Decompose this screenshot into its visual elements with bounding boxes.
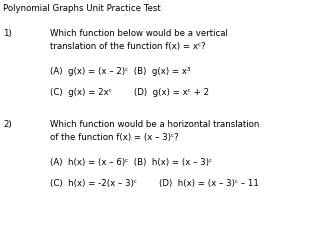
Text: Which function would be a horizontal translation: Which function would be a horizontal tra… — [50, 120, 259, 129]
Text: (C)  h(x) = -2(x – 3)ᶜ        (D)  h(x) = (x – 3)ᶜ – 11: (C) h(x) = -2(x – 3)ᶜ (D) h(x) = (x – 3)… — [50, 179, 259, 188]
Text: Polynomial Graphs Unit Practice Test: Polynomial Graphs Unit Practice Test — [3, 4, 161, 12]
Text: translation of the function f(x) = xᶜ?: translation of the function f(x) = xᶜ? — [50, 42, 205, 51]
Text: (A)  g(x) = (x – 2)ᶜ  (B)  g(x) = x³: (A) g(x) = (x – 2)ᶜ (B) g(x) = x³ — [50, 67, 190, 76]
Text: 1): 1) — [3, 29, 12, 38]
Text: (C)  g(x) = 2xᶜ        (D)  g(x) = xᶜ + 2: (C) g(x) = 2xᶜ (D) g(x) = xᶜ + 2 — [50, 88, 209, 96]
Text: 2): 2) — [3, 120, 12, 129]
Text: (A)  h(x) = (x – 6)ᶜ  (B)  h(x) = (x – 3)ᶜ: (A) h(x) = (x – 6)ᶜ (B) h(x) = (x – 3)ᶜ — [50, 158, 212, 168]
Text: of the function f(x) = (x – 3)ᶜ?: of the function f(x) = (x – 3)ᶜ? — [50, 133, 178, 142]
Text: Which function below would be a vertical: Which function below would be a vertical — [50, 29, 228, 38]
